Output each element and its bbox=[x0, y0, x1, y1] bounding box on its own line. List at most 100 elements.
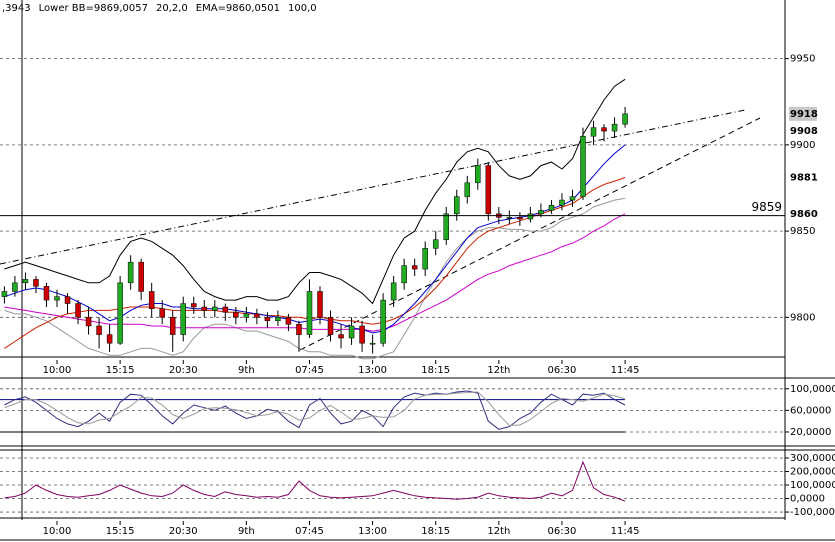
y-tick-label: -100,0000 bbox=[790, 507, 835, 518]
candle-body bbox=[517, 217, 523, 220]
candle-body bbox=[243, 313, 250, 318]
candle-body bbox=[1, 291, 8, 297]
x-tick-label: 20:30 bbox=[169, 526, 198, 537]
x-tick-label: 07:45 bbox=[295, 526, 324, 537]
candle-body bbox=[432, 239, 439, 249]
legend-text: ,3943 bbox=[2, 3, 31, 14]
x-tick-label: 9th bbox=[238, 526, 255, 537]
candle-body bbox=[527, 213, 534, 220]
candle-body bbox=[411, 265, 418, 270]
x-tick-label: 20:30 bbox=[169, 365, 198, 376]
candle-body bbox=[348, 325, 355, 339]
candle-body bbox=[106, 334, 113, 344]
x-tick-label: 18:15 bbox=[421, 526, 450, 537]
x-tick-label: 12th bbox=[487, 526, 510, 537]
indicator-line bbox=[4, 391, 626, 427]
candle-body bbox=[285, 317, 292, 325]
x-tick-label: 15:15 bbox=[106, 365, 135, 376]
trend-line bbox=[0, 109, 746, 265]
legend-text: 100,0 bbox=[288, 3, 317, 14]
price-label: 9860 bbox=[790, 209, 818, 220]
candle-body bbox=[506, 217, 513, 219]
legend-text: EMA=9860,0501 bbox=[196, 3, 280, 14]
y-tick-label: 100,0000 bbox=[790, 384, 835, 395]
candle-body bbox=[611, 123, 618, 132]
x-tick-label: 18:15 bbox=[421, 365, 450, 376]
price-label: 9918 bbox=[790, 109, 818, 120]
candle-body bbox=[127, 261, 134, 284]
candle-body bbox=[569, 196, 576, 201]
candle-body bbox=[296, 323, 302, 335]
indicator-line bbox=[4, 177, 626, 349]
x-tick-label: 10:00 bbox=[43, 526, 72, 537]
candle-body bbox=[538, 210, 544, 215]
y-tick-label: 200,0000 bbox=[790, 466, 835, 477]
candle-body bbox=[254, 313, 260, 318]
x-tick-label: 13:00 bbox=[358, 526, 387, 537]
price-line-label: 9859 bbox=[751, 200, 782, 214]
y-tick-label: 20,0000 bbox=[790, 427, 831, 438]
y-tick-label: 9950 bbox=[790, 54, 815, 65]
candle-body bbox=[622, 113, 628, 125]
candle-body bbox=[180, 303, 186, 335]
x-tick-label: 06:30 bbox=[548, 526, 577, 537]
candle-body bbox=[559, 199, 565, 206]
candle-body bbox=[33, 279, 39, 287]
candle-body bbox=[264, 317, 271, 322]
candle-body bbox=[380, 299, 386, 344]
candle-body bbox=[338, 334, 344, 339]
x-tick-label: 10:00 bbox=[43, 365, 72, 376]
candle-body bbox=[601, 127, 607, 132]
candle-body bbox=[148, 291, 155, 309]
indicator-line bbox=[4, 197, 626, 360]
candle-body bbox=[22, 279, 29, 284]
x-tick-label: 06:30 bbox=[548, 365, 577, 376]
candle-body bbox=[96, 325, 102, 335]
candle-body bbox=[590, 127, 597, 137]
indicator-line bbox=[4, 78, 626, 305]
x-tick-label: 11:45 bbox=[611, 365, 640, 376]
legend-text: Lower BB=9869,0057 bbox=[39, 3, 148, 14]
price-label: 9881 bbox=[790, 173, 818, 184]
price-label: 9908 bbox=[790, 126, 818, 137]
indicator-line bbox=[4, 390, 626, 430]
candle-body bbox=[401, 265, 407, 284]
candle-body bbox=[169, 317, 176, 335]
y-tick-label: 9850 bbox=[790, 226, 815, 237]
candle-body bbox=[85, 317, 92, 327]
indicator-line bbox=[4, 460, 626, 502]
y-tick-label: 60,0000 bbox=[790, 405, 831, 416]
x-tick-label: 07:45 bbox=[295, 365, 324, 376]
candle-body bbox=[54, 296, 60, 301]
candle-body bbox=[191, 303, 197, 308]
candle-body bbox=[12, 282, 18, 292]
indicator-line bbox=[4, 144, 626, 334]
trend-line bbox=[299, 117, 761, 351]
candle-body bbox=[317, 291, 323, 318]
candle-body bbox=[222, 306, 229, 313]
candle-body bbox=[548, 204, 555, 211]
candle-body bbox=[306, 291, 313, 335]
candle-body bbox=[422, 248, 428, 270]
candle-body bbox=[327, 317, 334, 335]
candle-body bbox=[454, 196, 460, 215]
candle-body bbox=[64, 296, 71, 304]
y-tick-label: 9900 bbox=[790, 140, 815, 151]
candle-body bbox=[359, 325, 365, 344]
candle-body bbox=[369, 342, 376, 345]
x-tick-label: 15:15 bbox=[106, 526, 135, 537]
candle-body bbox=[485, 165, 492, 215]
candle-body bbox=[443, 213, 449, 240]
candle-body bbox=[138, 261, 144, 292]
x-tick-label: 9th bbox=[238, 365, 255, 376]
plot-layer: 9800 9850 9900 9950 9859 9918 9908 9881 9860 ,394… bbox=[0, 3, 835, 537]
y-tick-label: 100,0000 bbox=[790, 480, 835, 491]
candle-body bbox=[201, 306, 208, 311]
candle-body bbox=[475, 165, 481, 184]
candle-body bbox=[233, 311, 239, 318]
candle-body bbox=[75, 303, 81, 318]
candle-body bbox=[390, 282, 397, 301]
candle-body bbox=[464, 182, 471, 197]
